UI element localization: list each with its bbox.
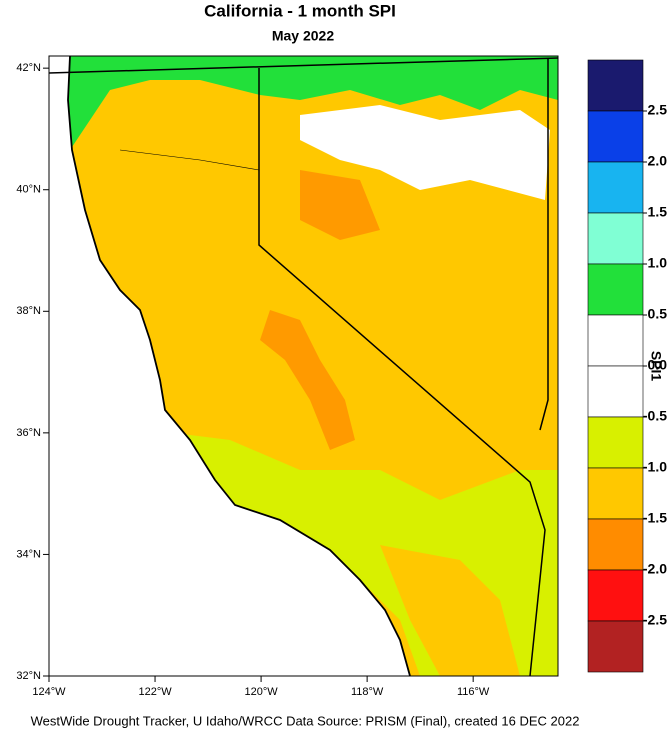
colorbar-label: 1.0 (648, 255, 668, 271)
lon-label: 124°W (32, 686, 66, 698)
lon-label: 118°W (351, 686, 384, 698)
lat-label: 34°N (16, 548, 41, 560)
colorbar-label: 0.0 (648, 357, 668, 373)
orange-area (300, 170, 380, 240)
lon-label: 116°W (457, 686, 490, 698)
colorbar-label: -2.5 (643, 612, 667, 628)
colorbar-bin (587, 620, 644, 673)
lon-label: 120°W (245, 686, 279, 698)
lat-label: 36°N (16, 427, 41, 439)
colorbar-bin (587, 161, 644, 214)
map (49, 56, 558, 676)
colorbar-bin (587, 212, 644, 265)
colorbar-label: -1.5 (643, 510, 667, 526)
lat-label: 32°N (16, 670, 41, 682)
lon-label: 122°W (138, 686, 172, 698)
colorbar-label: 2.0 (648, 153, 668, 169)
state-border (49, 57, 558, 74)
lat-label: 40°N (16, 184, 41, 196)
colorbar-label: 1.5 (648, 204, 668, 220)
white-area (300, 105, 550, 200)
colorbar-label: -0.5 (643, 408, 667, 424)
state-border (258, 68, 546, 676)
colorbar-label: -2.0 (643, 561, 667, 577)
colorbar-bin (587, 467, 644, 520)
title: California - 1 month SPI (204, 1, 396, 20)
subtitle: May 2022 (272, 28, 334, 44)
colorbar-label: -1.0 (643, 459, 667, 475)
footer: WestWide Drought Tracker, U Idaho/WRCC D… (31, 713, 580, 728)
lat-label: 42°N (16, 62, 41, 74)
colorbar-bin (587, 110, 644, 163)
county-line (119, 149, 260, 171)
coastline (67, 56, 411, 676)
colorbar-bin (587, 569, 644, 622)
orange-area (260, 310, 355, 450)
gold-area (380, 545, 520, 676)
colorbar-bin (587, 314, 644, 367)
green-area (60, 56, 558, 150)
lat-label: 38°N (16, 305, 41, 317)
colorbar-bin (587, 365, 644, 418)
colorbar-label: 0.5 (648, 306, 668, 322)
ocean (49, 56, 410, 676)
state-border (539, 58, 549, 431)
colorbar-label: 2.5 (648, 102, 668, 118)
colorbar-bin (587, 416, 644, 469)
colorbar-bin (587, 59, 644, 112)
colorbar-bin (587, 518, 644, 571)
map-frame (48, 55, 559, 677)
colorbar-bin (587, 263, 644, 316)
colorbar-title: SPI1 (648, 351, 664, 382)
